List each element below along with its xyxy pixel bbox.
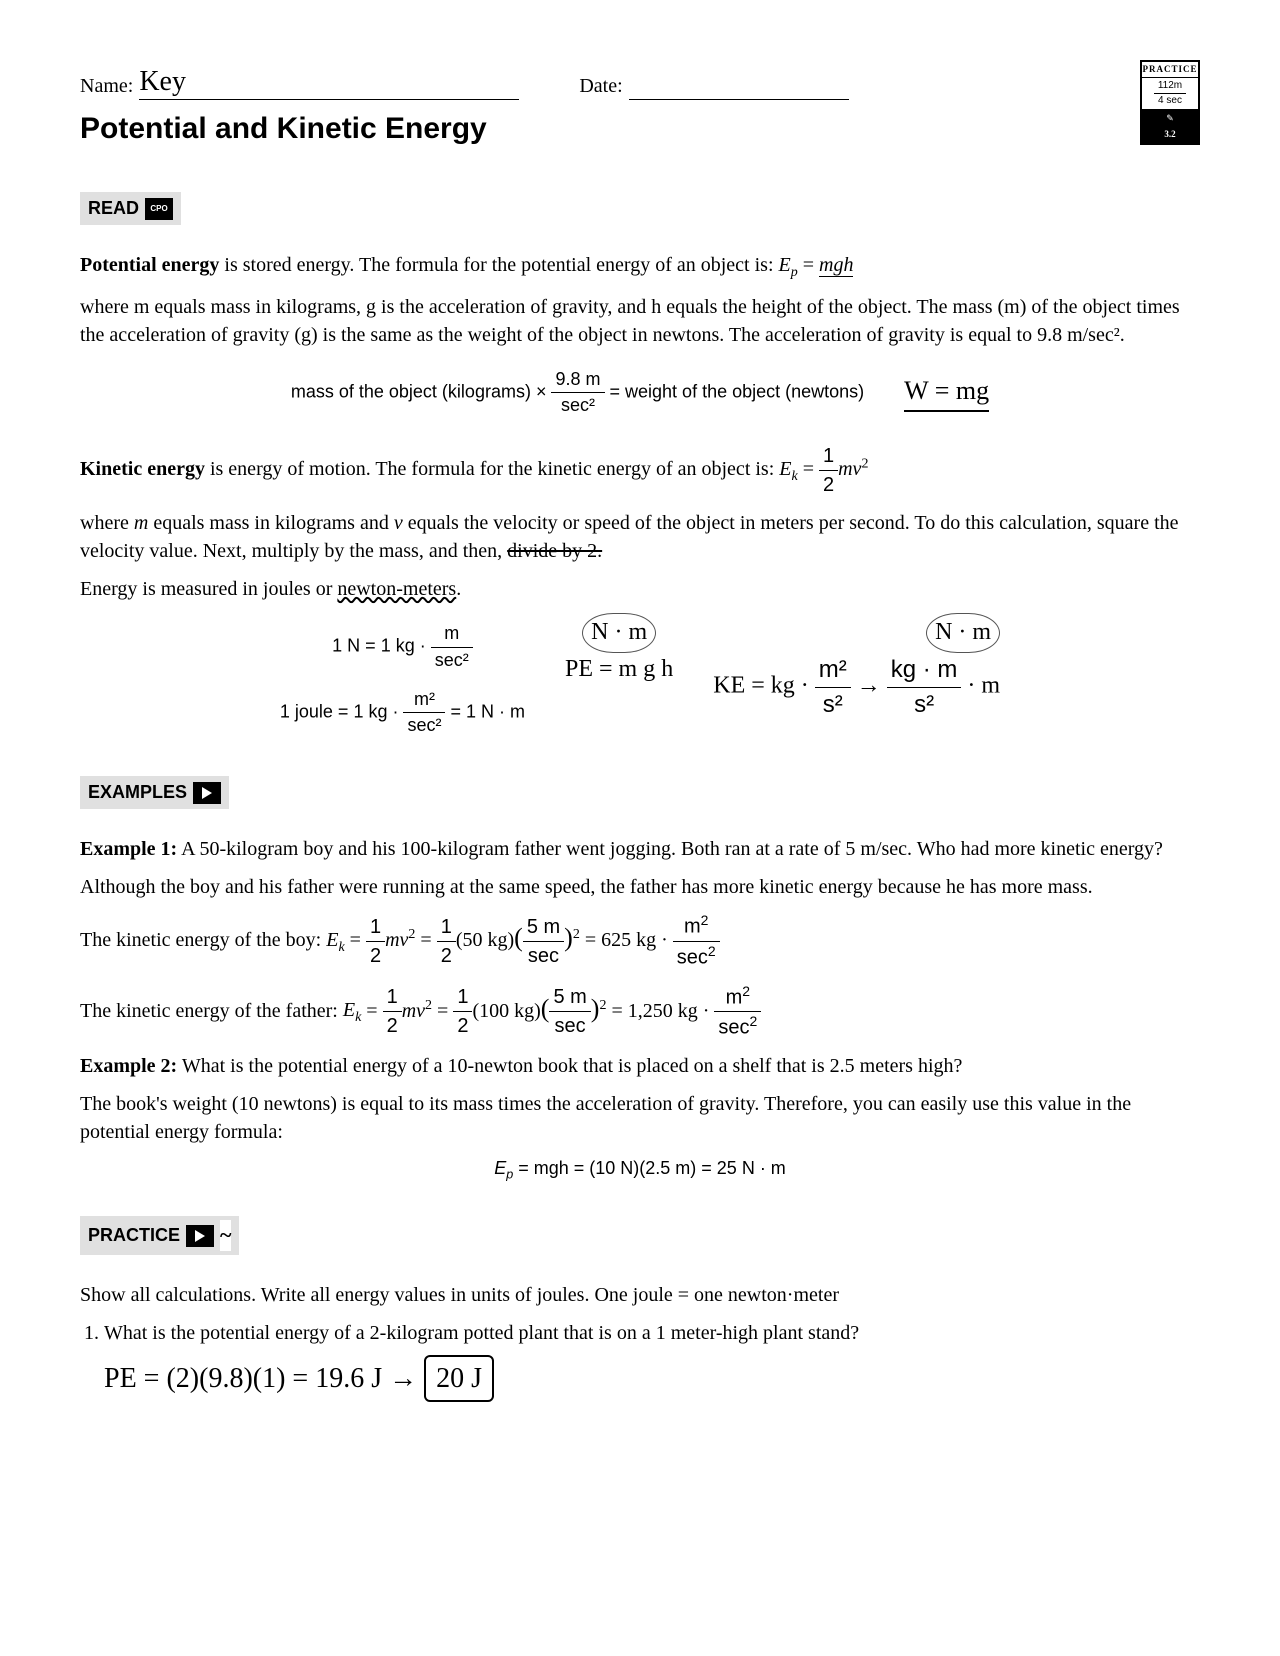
- example-2-explanation: The book's weight (10 newtons) is equal …: [80, 1090, 1200, 1146]
- badge-mid: 112m4 sec: [1142, 78, 1198, 110]
- practice-badge: PRACTICE 112m4 sec ✎ 3.2: [1140, 60, 1200, 145]
- date-field[interactable]: [629, 99, 849, 100]
- examples-label: EXAMPLES: [88, 780, 187, 805]
- page-title: Potential and Kinetic Energy: [80, 108, 1200, 150]
- example-1-boy: The kinetic energy of the boy: Ek = 12mv…: [80, 911, 1200, 971]
- example-1-question: Example 1: A 50-kilogram boy and his 100…: [80, 835, 1200, 863]
- practice-list: What is the potential energy of a 2-kilo…: [104, 1319, 1200, 1402]
- badge-section-number: 3.2: [1142, 126, 1198, 143]
- header-row: Name: Key Date:: [80, 60, 1200, 100]
- practice-a1: PE = (2)(9.8)(1) = 19.6 J → 20 J: [104, 1355, 1200, 1402]
- ke-definition: Kinetic energy is energy of motion. The …: [80, 442, 1200, 499]
- ke-explanation: where m equals mass in kilograms and v e…: [80, 509, 1200, 565]
- pe-definition: Potential energy is stored energy. The f…: [80, 251, 1200, 283]
- handwritten-pe: N · m PE = m g h: [565, 613, 673, 686]
- example-1-father: The kinetic energy of the father: Ek = 1…: [80, 982, 1200, 1042]
- section-read: READ CPO: [80, 192, 181, 225]
- name-field[interactable]: Key: [139, 60, 519, 100]
- pe-explanation: where m equals mass in kilograms, g is t…: [80, 293, 1200, 349]
- name-label: Name:: [80, 72, 133, 100]
- handwritten-w-mg: W = mg: [904, 373, 989, 411]
- example-2-question: Example 2: What is the potential energy …: [80, 1052, 1200, 1080]
- practice-intro: Show all calculations. Write all energy …: [80, 1281, 1200, 1309]
- handwritten-ke: N · m KE = kg · m²s² → kg · ms² · m: [713, 613, 1000, 721]
- unit-annotation-row: 1 N = 1 kg · msec² 1 joule = 1 kg · m²se…: [80, 613, 1200, 746]
- date-label: Date:: [579, 72, 622, 100]
- badge-pencil: ✎: [1142, 110, 1198, 127]
- example-1-explanation: Although the boy and his father were run…: [80, 873, 1200, 901]
- book-icon: CPO: [145, 198, 173, 220]
- section-practice: PRACTICE ~: [80, 1216, 239, 1255]
- read-label: READ: [88, 196, 139, 221]
- energy-units: Energy is measured in joules or newton-m…: [80, 575, 1200, 603]
- example-2-equation: Ep = mgh = (10 N)(2.5 m) = 25 N · m: [80, 1156, 1200, 1184]
- play-icon: [193, 782, 221, 804]
- play-icon-2: [186, 1225, 214, 1247]
- mass-weight-row: mass of the object (kilograms) × 9.8 mse…: [80, 359, 1200, 426]
- practice-q1: What is the potential energy of a 2-kilo…: [104, 1319, 1200, 1402]
- practice-label: PRACTICE: [88, 1223, 180, 1248]
- section-examples: EXAMPLES: [80, 776, 229, 809]
- badge-top: PRACTICE: [1142, 62, 1198, 78]
- name-value: Key: [139, 66, 186, 97]
